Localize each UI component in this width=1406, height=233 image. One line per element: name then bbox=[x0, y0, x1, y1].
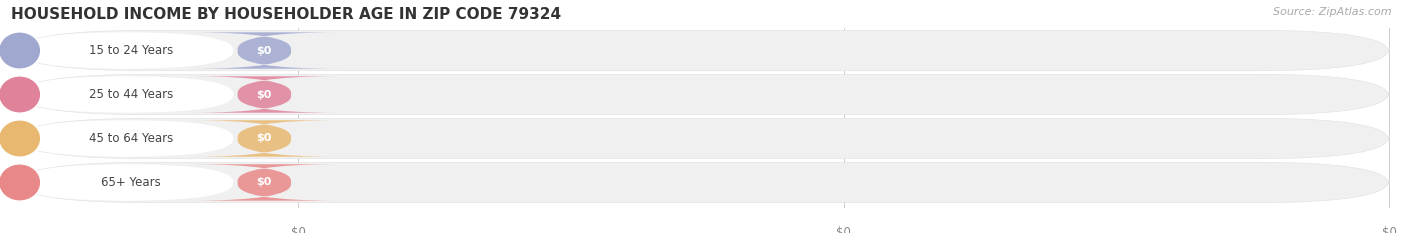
Text: Source: ZipAtlas.com: Source: ZipAtlas.com bbox=[1274, 7, 1392, 17]
Text: $0: $0 bbox=[837, 226, 851, 233]
FancyBboxPatch shape bbox=[190, 120, 339, 157]
FancyBboxPatch shape bbox=[20, 120, 233, 157]
Text: HOUSEHOLD INCOME BY HOUSEHOLDER AGE IN ZIP CODE 79324: HOUSEHOLD INCOME BY HOUSEHOLDER AGE IN Z… bbox=[11, 7, 561, 22]
Text: 65+ Years: 65+ Years bbox=[101, 176, 160, 189]
Ellipse shape bbox=[0, 120, 41, 157]
FancyBboxPatch shape bbox=[190, 32, 339, 69]
FancyBboxPatch shape bbox=[15, 74, 1389, 115]
FancyBboxPatch shape bbox=[15, 30, 1389, 71]
Text: 15 to 24 Years: 15 to 24 Years bbox=[89, 44, 173, 57]
Text: $0: $0 bbox=[291, 226, 305, 233]
FancyBboxPatch shape bbox=[15, 162, 1389, 203]
FancyBboxPatch shape bbox=[190, 164, 339, 201]
FancyBboxPatch shape bbox=[20, 32, 233, 69]
Text: $0: $0 bbox=[257, 134, 271, 144]
Text: 25 to 44 Years: 25 to 44 Years bbox=[89, 88, 173, 101]
Ellipse shape bbox=[0, 32, 41, 69]
Ellipse shape bbox=[0, 76, 41, 113]
Text: $0: $0 bbox=[257, 178, 271, 188]
FancyBboxPatch shape bbox=[20, 164, 233, 201]
Ellipse shape bbox=[0, 164, 41, 201]
Text: $0: $0 bbox=[257, 45, 271, 55]
Text: $0: $0 bbox=[257, 89, 271, 99]
Text: 45 to 64 Years: 45 to 64 Years bbox=[89, 132, 173, 145]
FancyBboxPatch shape bbox=[20, 76, 233, 113]
Text: $0: $0 bbox=[1382, 226, 1396, 233]
FancyBboxPatch shape bbox=[15, 118, 1389, 159]
FancyBboxPatch shape bbox=[190, 76, 339, 113]
